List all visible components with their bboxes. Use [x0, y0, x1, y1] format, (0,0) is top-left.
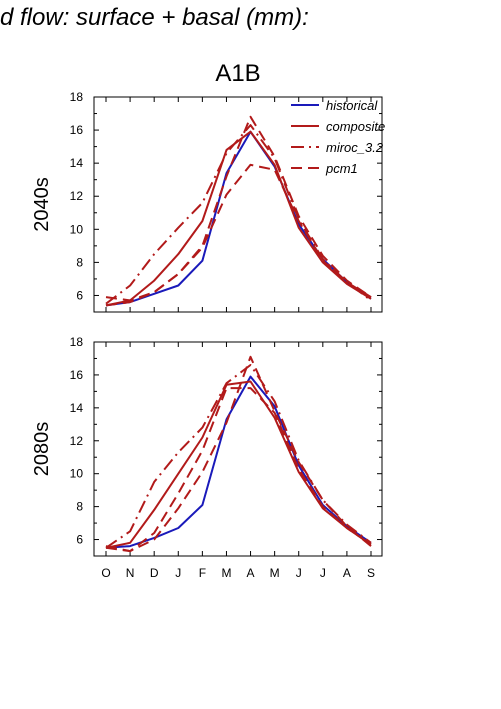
- series-line-composite: [105, 130, 372, 307]
- y-tick-label: 6: [76, 533, 83, 547]
- x-tick-label: D: [150, 566, 159, 580]
- chart-panels: 6 8 10 12 14 16 18 2040s 6 8 10 12 14 16 18 O N D J F M A M J J A…: [31, 90, 383, 580]
- y-tick-label: 14: [70, 401, 84, 415]
- x-tick-label: M: [221, 566, 231, 580]
- y-tick-label: 16: [70, 123, 84, 137]
- plot-frame: [93, 341, 383, 557]
- x-tick-label: F: [199, 566, 206, 580]
- series-line-pcm1: [105, 163, 372, 302]
- y-tick-label: 10: [70, 222, 84, 236]
- legend: historical composite miroc_3.2 pcm1: [291, 98, 385, 176]
- series-line-composite: [105, 380, 372, 549]
- panel-2080s: 6 8 10 12 14 16 18 O N D J F M A M J J A S 2080s: [31, 335, 383, 580]
- x-tick-label: J: [320, 566, 326, 580]
- y-tick-label: 12: [70, 189, 84, 203]
- x-tick-label: S: [367, 566, 375, 580]
- legend-label: miroc_3.2: [326, 140, 384, 155]
- legend-label: pcm1: [325, 161, 358, 176]
- panel-2040s: 6 8 10 12 14 16 18 2040s: [31, 90, 383, 313]
- chart-title: A1B: [215, 60, 260, 87]
- x-tick-label: O: [101, 566, 110, 580]
- x-tick-label: M: [270, 566, 280, 580]
- plot-frame: [93, 96, 383, 313]
- series-line-miroc_3.2: [105, 364, 372, 549]
- x-tick-label: A: [343, 566, 351, 580]
- panel-label: 2040s: [31, 177, 53, 232]
- series-line-historical: [105, 130, 372, 307]
- page-title: d flow: surface + basal (mm):: [0, 4, 309, 31]
- y-tick-label: 18: [70, 90, 84, 104]
- y-tick-label: 8: [76, 255, 83, 269]
- series-line-historical: [105, 375, 372, 549]
- panel-label: 2080s: [31, 422, 53, 477]
- legend-label: composite: [326, 119, 385, 134]
- y-tick-label: 12: [70, 434, 84, 448]
- x-tick-label: J: [175, 566, 181, 580]
- y-tick-label: 18: [70, 335, 84, 349]
- series-line-pcm1: [105, 355, 372, 553]
- y-tick-label: 14: [70, 156, 84, 170]
- x-tick-label: N: [126, 566, 135, 580]
- y-tick-label: 8: [76, 500, 83, 514]
- x-tick-label: A: [247, 566, 255, 580]
- y-tick-label: 10: [70, 467, 84, 481]
- legend-label: historical: [326, 98, 378, 113]
- series-line-pcm1: [105, 387, 372, 553]
- x-tick-label: J: [296, 566, 302, 580]
- series-line-pcm1: [105, 115, 372, 307]
- y-tick-label: 6: [76, 288, 83, 302]
- y-tick-label: 16: [70, 368, 84, 382]
